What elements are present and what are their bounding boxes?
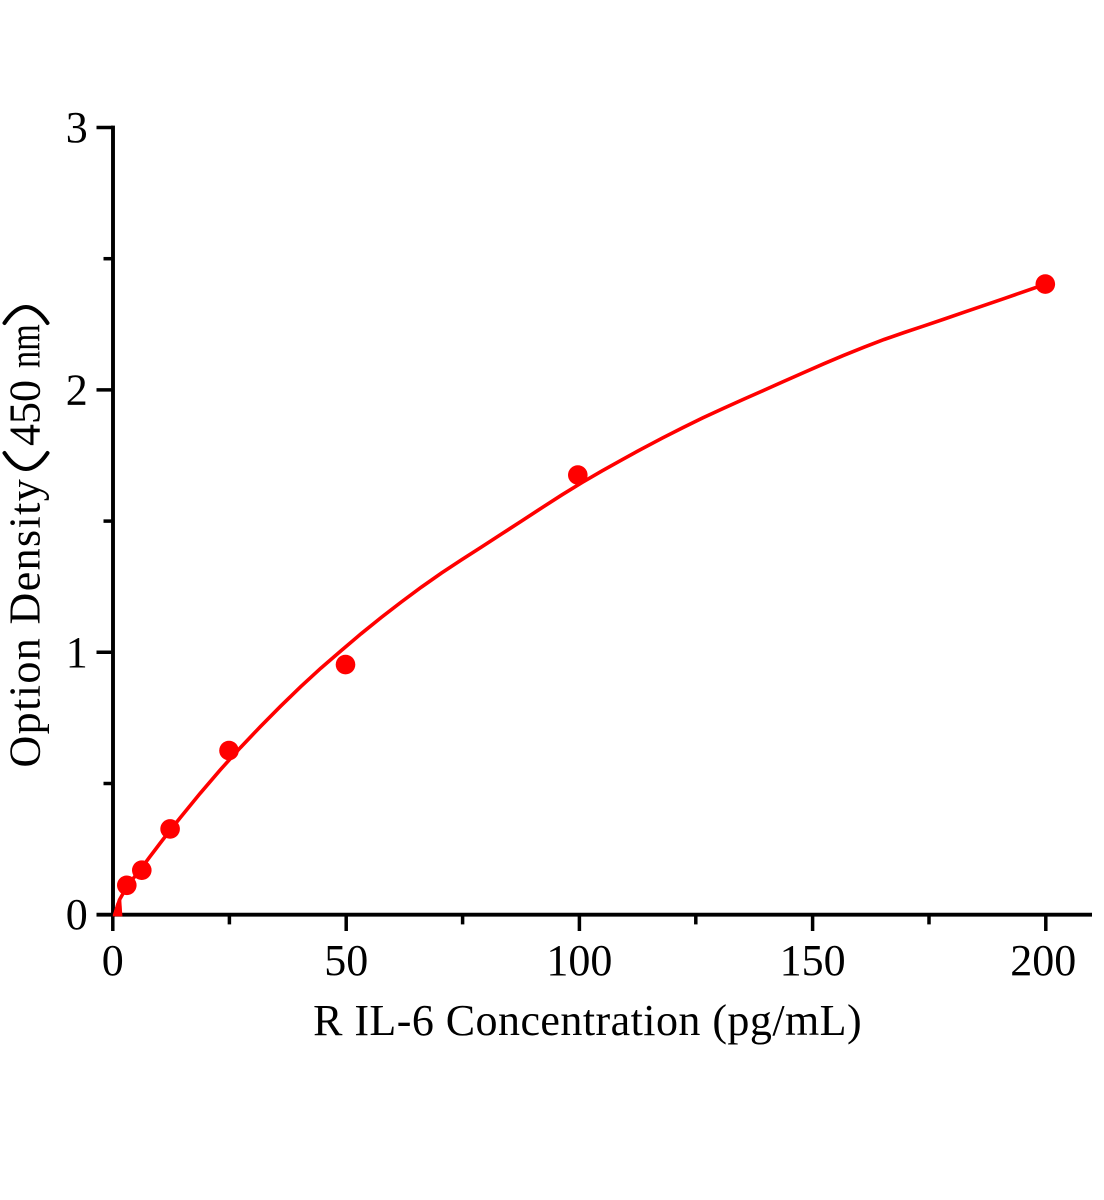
svg-text:1: 1 [66,628,88,677]
svg-text:100: 100 [546,936,612,985]
svg-text:R IL-6 Concentration (pg/mL): R IL-6 Concentration (pg/mL) [313,996,862,1045]
svg-text:2: 2 [66,365,88,414]
svg-text:150: 150 [780,936,846,985]
svg-text:50: 50 [324,936,368,985]
svg-text:3: 3 [66,103,88,152]
svg-text:Option Density: Option Density [1,478,50,768]
svg-text:0: 0 [102,936,124,985]
svg-text:450: 450 [1,380,50,446]
svg-text:0: 0 [66,890,88,939]
svg-text:nm: nm [0,324,49,368]
svg-text:200: 200 [1010,936,1076,985]
